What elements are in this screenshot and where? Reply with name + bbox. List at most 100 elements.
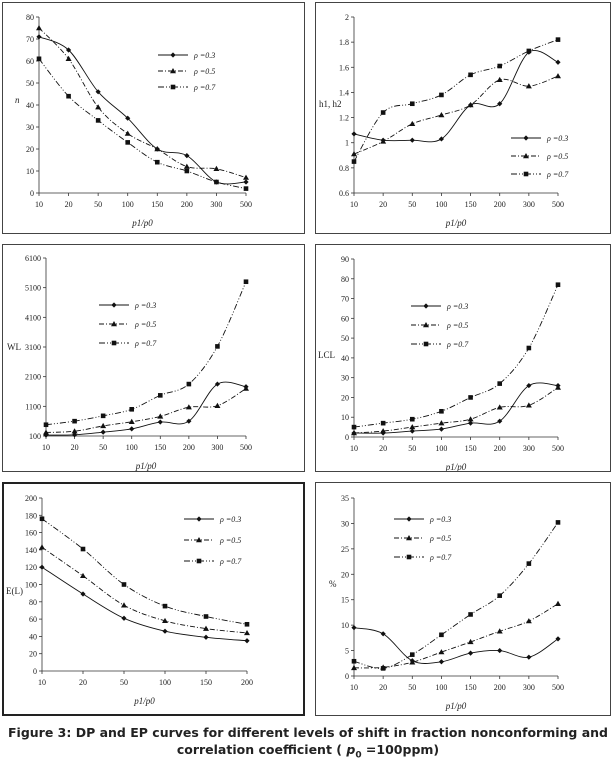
- x-tick-label: 20: [379, 683, 387, 692]
- data-point-2: [439, 408, 444, 414]
- data-point-2: [526, 345, 532, 351]
- x-tick-label: 500: [552, 444, 564, 453]
- x-tick-label: 100: [126, 443, 138, 452]
- series-line-0: [353, 50, 559, 143]
- x-tick-label: 300: [211, 443, 223, 452]
- data-point-2: [36, 56, 42, 62]
- x-tick-label: 10: [350, 444, 358, 453]
- data-point-0: [36, 34, 42, 40]
- x-tick-label: 500: [240, 443, 252, 452]
- y-tick-label: 160: [25, 529, 37, 538]
- data-point-1: [43, 429, 49, 435]
- y-tick-label: 80: [341, 275, 349, 284]
- chart-percent-svg: 0 5 10 15 20 25 30 35 10 20 50 100 150 200 300 500 p1/p0…: [329, 494, 564, 711]
- y-tick-label: 5100: [25, 284, 41, 293]
- x-tick-label: 300: [523, 683, 535, 692]
- data-point-2: [409, 416, 415, 422]
- data-point-1: [124, 130, 131, 136]
- data-point-1: [121, 602, 127, 608]
- x-axis-label: p1/p0: [445, 701, 467, 711]
- x-tick-label: 150: [154, 443, 166, 452]
- x-axis-label: p1/p0: [131, 218, 153, 228]
- y-tick-label: 20: [341, 570, 349, 579]
- data-point-0: [555, 59, 561, 65]
- legend-label-0: ρ =0.3: [446, 302, 468, 311]
- data-point-0: [438, 426, 445, 432]
- data-point-2: [526, 561, 532, 566]
- legend-marker-1: [170, 68, 176, 74]
- data-point-1: [154, 146, 161, 152]
- data-point-2: [497, 381, 503, 386]
- data-point-2: [243, 279, 249, 285]
- data-point-1: [525, 618, 532, 624]
- series-line-0: [45, 381, 247, 436]
- data-point-2: [497, 593, 503, 598]
- data-point-1: [185, 404, 192, 410]
- x-tick-label: 10: [35, 200, 43, 209]
- data-point-2: [72, 418, 77, 424]
- legend-marker-0: [523, 135, 529, 141]
- legend-label-0: ρ =0.3: [429, 515, 451, 524]
- data-point-2: [555, 282, 561, 288]
- series-line-2: [41, 518, 248, 625]
- legend-label-1: ρ =0.5: [219, 536, 241, 545]
- legend-label-2: ρ =0.7: [219, 557, 242, 566]
- data-point-2: [380, 110, 386, 115]
- series-line-1: [45, 388, 247, 433]
- y-tick-label: 40: [29, 632, 37, 641]
- data-point-1: [80, 572, 86, 579]
- legend-marker-1: [423, 322, 429, 328]
- data-point-1: [496, 76, 503, 83]
- data-point-2: [351, 658, 357, 664]
- x-tick-label: 200: [181, 200, 193, 209]
- y-tick-label: 20: [29, 650, 37, 659]
- data-point-0: [80, 591, 86, 597]
- data-point-0: [129, 426, 135, 432]
- legend-marker-0: [423, 303, 429, 309]
- series-line-1: [353, 387, 559, 434]
- x-tick-label: 200: [494, 444, 506, 453]
- y-tick-label: 1: [345, 139, 349, 148]
- data-point-0: [244, 638, 250, 644]
- y-tick-label: 4100: [25, 313, 41, 322]
- chart-n: 0 10 20 30 40 50 60 70 80 10 20 50 100 150 200 300 500 p1…: [2, 2, 305, 234]
- legend-marker-0: [111, 302, 117, 308]
- x-tick-label: 10: [350, 683, 358, 692]
- x-tick-label: 500: [240, 200, 252, 209]
- data-point-1: [380, 138, 387, 144]
- y-tick-label: 5: [345, 647, 349, 656]
- y-tick-label: 120: [25, 563, 37, 572]
- data-point-0: [65, 47, 72, 53]
- y-tick-label: 15: [341, 596, 349, 605]
- series-line-2: [353, 522, 559, 669]
- data-point-0: [125, 115, 131, 121]
- data-point-1: [183, 163, 190, 169]
- data-point-1: [555, 73, 561, 79]
- data-point-0: [157, 419, 163, 425]
- caption-line-2: correlation coefficient ( p0 =100ppm): [0, 741, 616, 765]
- y-tick-label: 30: [341, 519, 349, 528]
- y-tick-label: 40: [341, 354, 349, 363]
- y-tick-label: 1.2: [339, 114, 349, 123]
- legend-marker-1: [111, 321, 117, 327]
- y-tick-label: 1.4: [339, 88, 349, 97]
- y-tick-label: 30: [341, 374, 349, 383]
- y-tick-label: 80: [29, 598, 37, 607]
- chart-lcl: 0 10 20 30 40 50 60 70 80 90 10 20 50 100 150 200 300 500…: [315, 244, 611, 472]
- y-tick-label: 0.8: [339, 164, 349, 173]
- legend-label-1: ρ =0.5: [429, 534, 451, 543]
- x-tick-label: 20: [379, 200, 387, 209]
- data-point-1: [555, 384, 561, 390]
- caption-p: p: [346, 742, 356, 757]
- data-point-1: [157, 413, 164, 419]
- data-point-2: [157, 393, 163, 398]
- legend-marker-2: [196, 558, 202, 564]
- legend-label-2: ρ =0.7: [193, 83, 216, 92]
- data-point-1: [162, 617, 168, 624]
- data-point-1: [213, 165, 220, 171]
- data-point-2: [100, 413, 106, 419]
- y-tick-label: 10: [341, 413, 349, 422]
- legend-label-2: ρ =0.7: [546, 170, 569, 179]
- series-line-0: [353, 627, 559, 664]
